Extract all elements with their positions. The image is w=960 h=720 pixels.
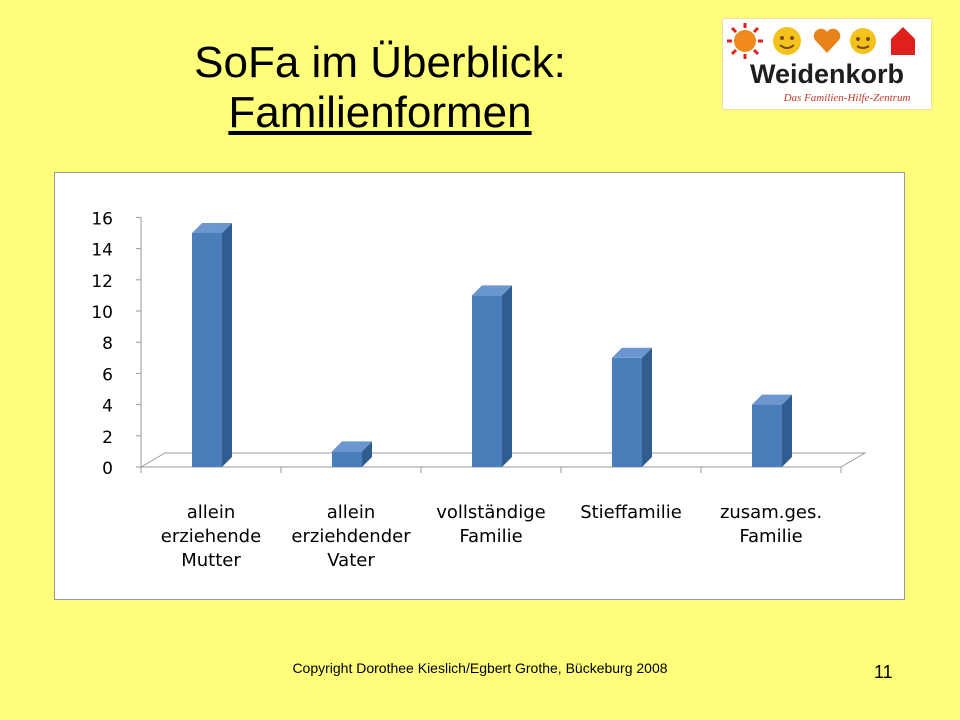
y-tick-label: 2 bbox=[102, 428, 113, 448]
bar bbox=[612, 357, 642, 467]
x-category-label: zusam.ges. Familie bbox=[720, 502, 822, 547]
weidenkorb-logo: Weidenkorb Das Familien-Hilfe-Zentrum bbox=[722, 18, 932, 110]
x-category-label: Stieffamilie bbox=[580, 502, 682, 523]
title-line-1: SoFa im Überblick: bbox=[194, 38, 566, 87]
title-line-2: Familienformen bbox=[228, 88, 532, 137]
page-number: 11 bbox=[874, 662, 893, 682]
bar-side bbox=[362, 441, 372, 467]
bar-side bbox=[642, 347, 652, 467]
chart-floor bbox=[140, 452, 867, 468]
copyright-text: Copyright Dorothee Kieslich/Egbert Groth… bbox=[292, 660, 668, 676]
y-tick-label: 16 bbox=[91, 209, 113, 229]
svg-text:Das Familien-Hilfe-Zentrum: Das Familien-Hilfe-Zentrum bbox=[783, 92, 911, 104]
bar-top bbox=[332, 441, 372, 452]
bar bbox=[332, 451, 362, 467]
bar-top bbox=[752, 394, 792, 405]
bar-top bbox=[612, 347, 652, 358]
bar-side bbox=[502, 285, 512, 467]
y-tick-label: 10 bbox=[91, 303, 113, 323]
house-icon bbox=[891, 27, 915, 55]
bar bbox=[752, 404, 782, 467]
bar bbox=[192, 233, 222, 467]
child-face-icon bbox=[850, 28, 876, 54]
y-tick-label: 0 bbox=[102, 459, 113, 479]
chart-panel: 0 2 4 6 8 10 12 14 16 allein erziehende Mutter allei… bbox=[54, 172, 905, 600]
y-tick-label: 6 bbox=[102, 365, 113, 385]
y-tick-label: 14 bbox=[91, 241, 113, 261]
bar-top bbox=[192, 223, 232, 233]
y-tick-label: 8 bbox=[102, 334, 113, 354]
sun-icon bbox=[727, 23, 763, 59]
smiley-icon bbox=[773, 27, 801, 55]
bar-chart: 0 2 4 6 8 10 12 14 16 allein erziehende Mutter allei… bbox=[91, 209, 867, 571]
x-category-label: vollständige Familie bbox=[436, 502, 545, 547]
x-category-label: allein erziehdender Vater bbox=[291, 502, 411, 571]
svg-text:Weidenkorb: Weidenkorb bbox=[750, 59, 904, 89]
x-category-label: allein erziehende Mutter bbox=[161, 502, 261, 571]
y-tick-label: 12 bbox=[91, 272, 113, 292]
y-tick-label: 4 bbox=[102, 397, 113, 417]
heart-icon bbox=[813, 28, 841, 53]
bar bbox=[472, 295, 502, 467]
bar-side bbox=[782, 394, 792, 467]
bar-top bbox=[472, 285, 512, 296]
slide-title: SoFa im Überblick: Familienformen bbox=[100, 38, 660, 138]
bar-side bbox=[222, 223, 232, 467]
